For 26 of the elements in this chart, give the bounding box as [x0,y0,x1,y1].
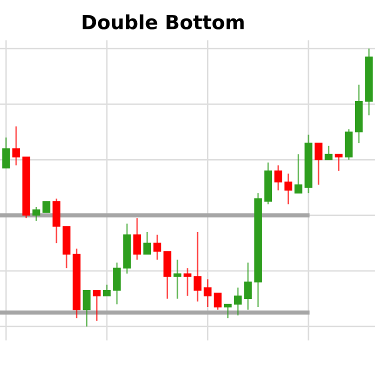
candlestick [334,154,343,172]
candlestick [214,292,222,311]
candlestick [224,304,232,319]
candlestick [204,278,212,308]
candlestick [174,259,182,300]
candlestick [133,217,141,260]
chart-title: Double Bottom [82,14,244,30]
candlestick [102,284,111,297]
candlestick [234,286,242,316]
candlestick [92,290,101,322]
candlestick [82,290,91,328]
candlestick [32,206,40,222]
candlestick [184,267,192,297]
candlestick [12,126,20,166]
candlestick [324,145,333,160]
candlestick [2,136,10,169]
candlestick [153,234,162,260]
candlestick [244,262,252,311]
candlestick [113,262,121,305]
candlestick [274,164,282,192]
candlestick [294,154,302,194]
candlestick [143,231,152,255]
candlestick [314,142,322,186]
candlestick [42,201,50,213]
candlestick [284,172,292,205]
candlestick [194,231,202,302]
